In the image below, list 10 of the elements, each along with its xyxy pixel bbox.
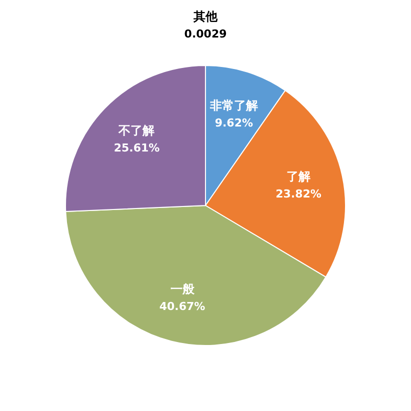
slice-label: 非常了解 <box>208 98 258 113</box>
slice-label: 一般 <box>170 282 196 296</box>
data-label: 9.62% <box>214 116 253 130</box>
data-label: 23.82% <box>276 187 322 200</box>
data-label: 25.61% <box>114 142 160 155</box>
data-label: 0.0029 <box>184 28 227 40</box>
slice-label: 了解 <box>286 169 311 184</box>
slice-label: 其他 <box>192 10 219 24</box>
slice-label: 不了解 <box>118 124 155 138</box>
data-label: 40.67% <box>159 300 206 313</box>
